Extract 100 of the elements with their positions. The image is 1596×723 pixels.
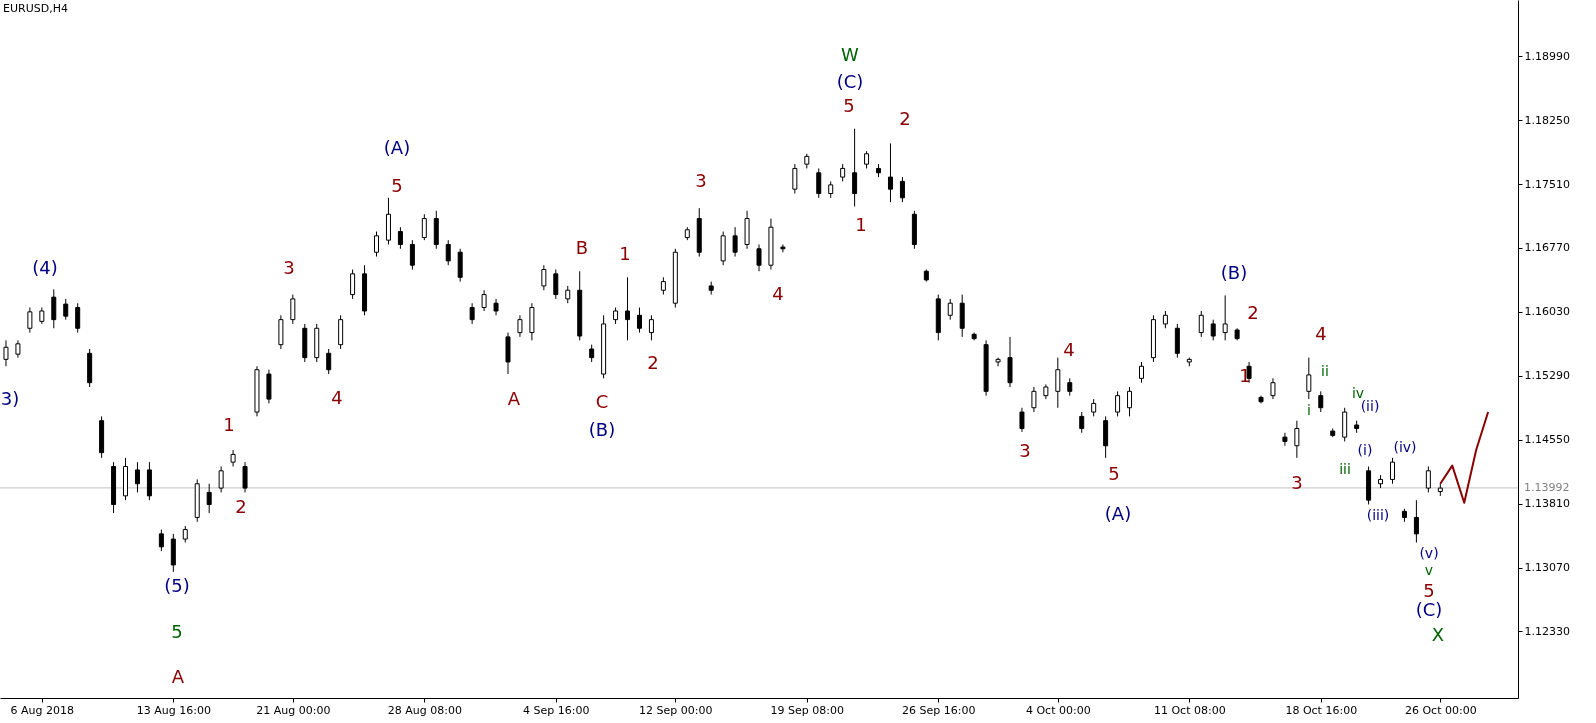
candlestick xyxy=(409,239,415,271)
candlestick xyxy=(206,483,212,514)
annotation: (v) xyxy=(1419,545,1439,561)
annotation: 4 xyxy=(1315,323,1327,344)
x-tick-label: 12 Sep 00:00 xyxy=(639,703,713,717)
annotation: 4 xyxy=(1063,339,1075,360)
annotation: 1 xyxy=(223,414,235,435)
candlestick xyxy=(1413,499,1419,543)
ref-line-label: 1.13992 xyxy=(1524,480,1570,494)
annotation: (i) xyxy=(1357,442,1373,458)
annotation: (C) xyxy=(1415,599,1443,620)
candlestick xyxy=(326,348,332,375)
candlestick xyxy=(1306,357,1312,400)
x-tick-label: 4 Sep 16:00 xyxy=(523,703,590,717)
annotation: (4) xyxy=(32,257,58,278)
annotation: ii xyxy=(1321,363,1329,379)
candlestick xyxy=(374,231,380,258)
candlestick xyxy=(816,167,822,199)
candlestick xyxy=(350,269,356,300)
candlestick xyxy=(852,128,858,207)
candlestick xyxy=(1138,361,1144,384)
y-tick-label: 1.12330 xyxy=(1524,624,1570,638)
candlestick xyxy=(218,465,224,493)
annotation: 1 xyxy=(619,243,631,264)
candlestick xyxy=(75,302,81,334)
candlestick xyxy=(134,461,140,493)
candlestick xyxy=(1031,386,1037,413)
annotation: (A) xyxy=(383,137,411,158)
annotation: 2 xyxy=(235,496,247,517)
candlestick xyxy=(469,302,475,325)
candlestick xyxy=(242,461,248,493)
candlestick xyxy=(756,243,762,272)
candlestick xyxy=(1282,432,1288,447)
candlestick xyxy=(792,163,798,194)
annotation: (iv) xyxy=(1393,439,1417,455)
annotation: 3) xyxy=(0,388,20,409)
candlestick xyxy=(732,226,738,258)
annotation: 2 xyxy=(899,108,911,129)
annotation: 4 xyxy=(772,283,784,304)
y-tick-label: 1.16030 xyxy=(1524,305,1570,319)
annotation: 3 xyxy=(283,257,295,278)
candlestick xyxy=(481,289,487,312)
annotation: (C) xyxy=(836,71,864,92)
candlestick xyxy=(1198,310,1204,338)
candlestick xyxy=(636,307,642,334)
candlestick xyxy=(899,176,905,203)
candlestick xyxy=(445,239,451,266)
annotation: A xyxy=(507,388,521,409)
annotation: 3 xyxy=(695,170,707,191)
y-tick-label: 1.15290 xyxy=(1524,369,1570,383)
annotation: 2 xyxy=(1247,302,1259,323)
annotation: iii xyxy=(1339,461,1351,477)
x-tick-label: 21 Aug 00:00 xyxy=(256,703,331,717)
candlestick xyxy=(1115,390,1121,417)
x-tick-label: 4 Oct 00:00 xyxy=(1025,703,1091,717)
candlestick xyxy=(1210,319,1216,341)
x-tick-label: 19 Sep 08:00 xyxy=(770,703,845,717)
x-tick-label: 13 Aug 16:00 xyxy=(136,703,211,717)
candlestick xyxy=(517,314,523,338)
candlestick xyxy=(541,264,547,291)
annotation: 5 xyxy=(1108,463,1120,484)
x-tick-label: 18 Oct 16:00 xyxy=(1285,703,1358,717)
candlestick xyxy=(1079,411,1085,434)
candlestick xyxy=(27,307,33,334)
annotation: i xyxy=(1307,402,1311,418)
candlestick xyxy=(1019,407,1025,433)
candlestick xyxy=(947,298,953,321)
annotation: (iii) xyxy=(1366,507,1390,523)
candlestick xyxy=(1127,386,1133,417)
candlestick xyxy=(421,213,427,241)
annotation: A xyxy=(171,666,185,687)
annotation: C xyxy=(595,391,609,412)
candlestick xyxy=(1222,294,1228,341)
y-tick-label: 1.13810 xyxy=(1524,497,1570,511)
annotation: B xyxy=(575,237,589,258)
annotation: (ii) xyxy=(1360,398,1380,414)
candlestick xyxy=(625,276,631,341)
annotation: (A) xyxy=(1104,503,1132,524)
annotation: (B) xyxy=(588,419,616,440)
y-tick-label: 1.18250 xyxy=(1524,113,1570,127)
annotation: (B) xyxy=(1220,262,1248,283)
x-tick-label: 26 Sep 16:00 xyxy=(902,703,976,717)
candlestick xyxy=(158,529,164,552)
candlestick xyxy=(1055,357,1061,409)
candlestick xyxy=(553,269,559,300)
annotation: 5 xyxy=(391,175,403,196)
line-series xyxy=(1439,411,1490,504)
annotation: v xyxy=(1424,562,1434,578)
candlestick xyxy=(63,298,69,321)
candlestick xyxy=(887,142,893,203)
annotation: W xyxy=(841,44,860,65)
candlestick xyxy=(1425,465,1431,493)
x-tick-label: 11 Oct 08:00 xyxy=(1153,703,1226,717)
y-tick-label: 1.17510 xyxy=(1524,177,1570,191)
x-tick-label: 28 Aug 08:00 xyxy=(387,703,462,717)
candlestick xyxy=(3,339,9,367)
y-tick-label: 1.13070 xyxy=(1524,561,1570,575)
annotation: 4 xyxy=(331,387,343,408)
y-tick-label: 1.14550 xyxy=(1524,433,1570,447)
annotation: (5) xyxy=(164,575,190,596)
